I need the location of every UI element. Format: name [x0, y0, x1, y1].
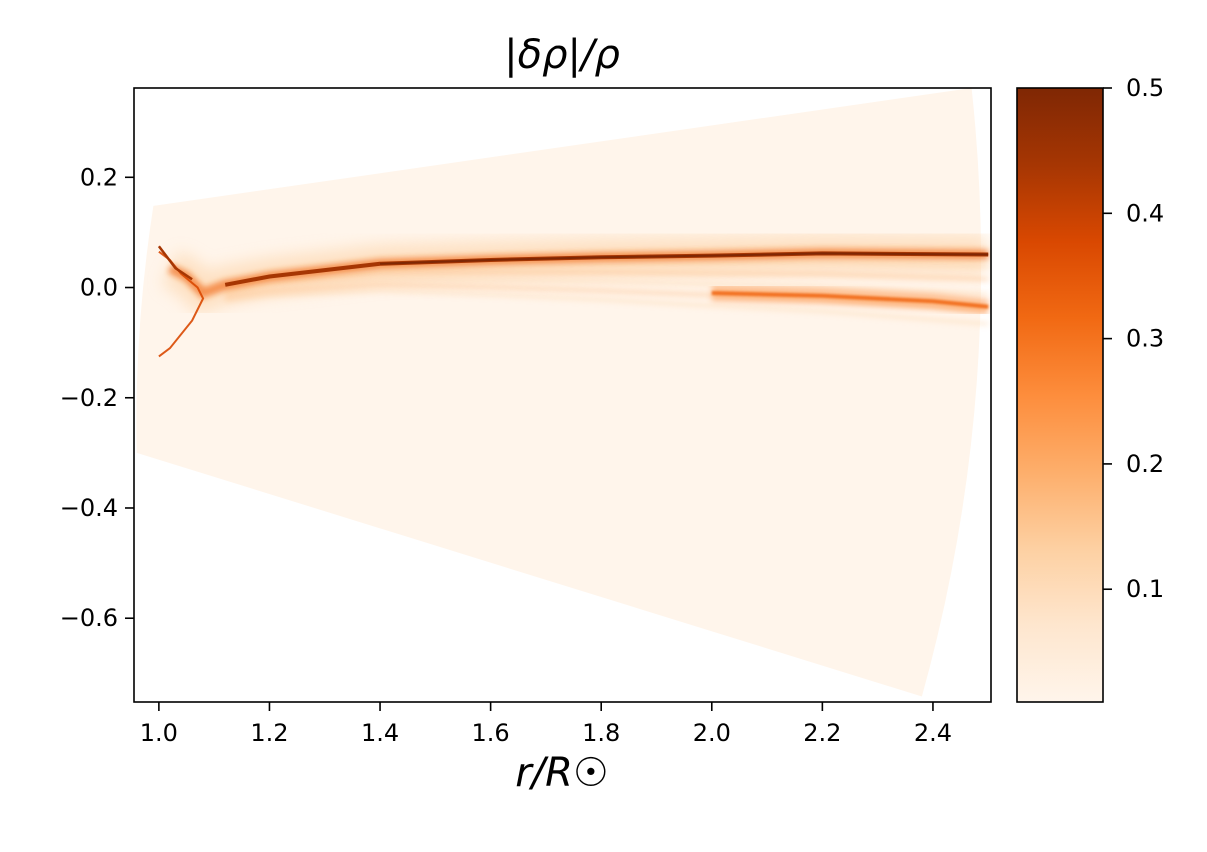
x-tick-label: 1.2: [250, 719, 288, 747]
x-tick-label: 2.4: [914, 719, 952, 747]
x-axis: 1.0 1.2 1.4 1.6 1.8 2.0 2.2 2.4: [140, 702, 952, 747]
y-tick-label: −0.2: [60, 384, 118, 412]
colorbar-tick-label: 0.5: [1126, 74, 1164, 102]
y-tick-label: −0.6: [60, 604, 118, 632]
colorbar: [1016, 87, 1104, 703]
colorbar-axis: 0.1 0.2 0.3 0.4 0.5: [1103, 74, 1164, 603]
x-axis-label: r/R☉: [515, 750, 609, 796]
colorbar-tick-label: 0.4: [1126, 199, 1164, 227]
plot-frame: [133, 87, 992, 703]
heatmap-features: [157, 234, 989, 358]
streamer-band: [224, 277, 989, 296]
cusp-feature: [157, 245, 193, 281]
y-axis: 0.2 0.0 −0.2 −0.4 −0.6: [60, 163, 134, 632]
x-tick-label: 1.4: [361, 719, 399, 747]
x-tick-label: 1.8: [582, 719, 620, 747]
streamer-band: [224, 270, 989, 293]
heatmap-field: [136, 88, 989, 697]
y-tick-label: 0.2: [80, 163, 118, 191]
lower-streamer: [711, 291, 989, 309]
x-tick-label: 2.2: [803, 719, 841, 747]
current-sheet-core: [379, 252, 989, 265]
x-tick-label: 1.6: [472, 719, 510, 747]
colorbar-tick-label: 0.1: [1126, 575, 1164, 603]
y-tick-label: −0.4: [60, 494, 118, 522]
heatmap-wedge: [136, 88, 982, 697]
x-tick-label: 2.0: [693, 719, 731, 747]
colorbar-tick-label: 0.3: [1126, 325, 1164, 353]
chart-title: |δρ|/ρ: [504, 32, 620, 78]
colorbar-tick-label: 0.2: [1126, 450, 1164, 478]
y-tick-label: 0.0: [80, 274, 118, 302]
streamer-band: [225, 289, 989, 326]
x-tick-label: 1.0: [140, 719, 178, 747]
